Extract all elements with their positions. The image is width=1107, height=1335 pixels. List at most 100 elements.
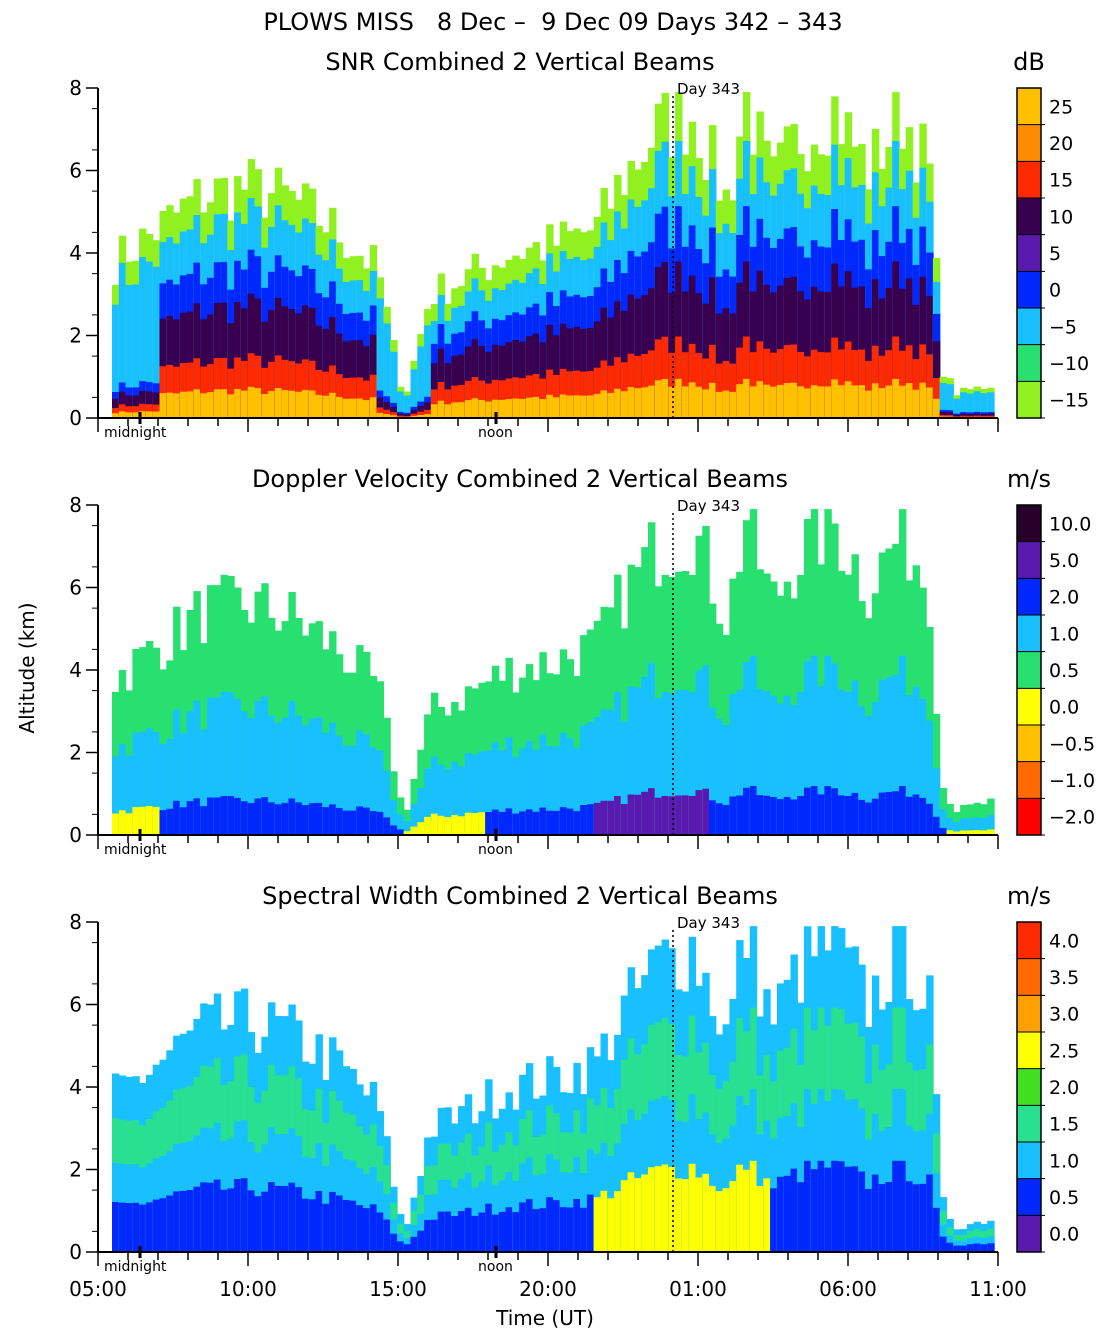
y-tick-label: 0 xyxy=(69,823,82,847)
heatmap-cell xyxy=(268,361,276,418)
heatmap xyxy=(112,92,995,419)
heatmap-cell xyxy=(220,796,228,835)
heatmap-cell xyxy=(139,1204,147,1252)
heatmap-cell xyxy=(973,391,981,418)
heatmap-cell xyxy=(430,813,439,835)
heatmap-cell xyxy=(369,747,378,835)
heatmap-cell xyxy=(173,393,181,418)
heatmap-cell xyxy=(308,1199,317,1252)
heatmap-cell xyxy=(315,802,323,835)
heatmap-cell xyxy=(464,1207,473,1252)
heatmap-cell xyxy=(899,350,907,418)
heatmap-cell xyxy=(702,358,710,418)
heatmap-cell xyxy=(858,1171,866,1252)
heatmap-cell xyxy=(302,1198,310,1252)
heatmap-cell xyxy=(668,693,676,835)
heatmap-cell xyxy=(749,386,758,418)
heatmap-cell xyxy=(804,1160,812,1252)
heatmap-cell xyxy=(254,355,262,418)
heatmap-cell xyxy=(614,1191,622,1252)
y-tick-label: 4 xyxy=(69,658,82,682)
heatmap-cell xyxy=(485,812,493,835)
heatmap-cell xyxy=(444,1211,452,1252)
y-tick-label: 8 xyxy=(69,910,82,934)
heatmap-cell xyxy=(783,695,792,835)
heatmap-cell xyxy=(620,804,629,835)
heatmap-cell xyxy=(783,345,792,418)
heatmap-cell xyxy=(885,1182,893,1252)
heatmap-cell xyxy=(485,1203,493,1252)
heatmap-cell xyxy=(932,1207,941,1252)
heatmap-cell xyxy=(498,380,507,418)
heatmap-cell xyxy=(593,1197,602,1252)
heatmap-cell xyxy=(932,378,941,418)
heatmap-cell xyxy=(770,352,778,418)
heatmap-cell xyxy=(491,809,500,835)
colorbar-label: 10.0 xyxy=(1049,513,1091,535)
heatmap-cell xyxy=(193,700,201,835)
heatmap-cell xyxy=(553,1200,561,1252)
heatmap-cell xyxy=(505,399,513,418)
heatmap-cell xyxy=(390,1233,398,1252)
y-tick-label: 0 xyxy=(69,406,82,430)
heatmap-cell xyxy=(851,792,859,835)
heatmap-cell xyxy=(715,1191,724,1252)
heatmap-cell xyxy=(695,386,703,418)
y-tick-label: 2 xyxy=(69,324,82,348)
heatmap-cell xyxy=(987,829,995,835)
heatmap-cell xyxy=(173,709,181,835)
heatmap-cell xyxy=(207,392,215,418)
heatmap-cell xyxy=(987,415,995,418)
heatmap-cell xyxy=(403,821,412,835)
heatmap-cell xyxy=(973,817,981,835)
heatmap-cell xyxy=(987,392,995,418)
heatmap-cell xyxy=(220,691,228,835)
heatmap-cell xyxy=(790,344,798,418)
heatmap-cell xyxy=(817,1160,825,1252)
heatmap-cell xyxy=(132,284,140,418)
heatmap-cell xyxy=(281,717,289,835)
heatmap-cell xyxy=(498,811,507,835)
colorbar-label: −0.5 xyxy=(1049,733,1095,755)
heatmap-cell xyxy=(268,715,276,835)
heatmap-cell xyxy=(939,382,948,418)
heatmap-cell xyxy=(756,688,764,835)
heatmap-cell xyxy=(152,404,161,418)
heatmap-cell xyxy=(858,349,866,418)
heatmap-cell xyxy=(919,382,927,418)
heatmap-cell xyxy=(838,689,846,835)
heatmap-cell xyxy=(410,1236,418,1252)
heatmap-cell xyxy=(166,364,174,418)
heatmap-cell xyxy=(681,352,690,418)
heatmap-cell xyxy=(675,336,683,418)
heatmap-cell xyxy=(213,797,222,835)
heatmap-cell xyxy=(586,371,595,418)
heatmap-cell xyxy=(444,817,452,835)
heatmap-cell xyxy=(329,722,337,835)
heatmap-cell xyxy=(315,370,323,418)
heatmap-cell xyxy=(451,1216,459,1252)
heatmap-cell xyxy=(939,1236,948,1252)
x-tick-label: 10:00 xyxy=(219,1277,277,1301)
heatmap-cell xyxy=(424,414,432,418)
heatmap-cell xyxy=(946,830,954,835)
heatmap-cell xyxy=(342,745,351,835)
heatmap-cell xyxy=(980,830,988,835)
heatmap-cell xyxy=(763,348,771,418)
colorbar-label: 5.0 xyxy=(1049,550,1079,572)
heatmap-cell xyxy=(817,352,825,418)
heatmap-cell xyxy=(648,663,656,835)
heatmap-cell xyxy=(179,391,188,418)
heatmap-cell xyxy=(892,791,900,835)
colorbar-swatch xyxy=(1017,308,1041,345)
colorbar-label: −5 xyxy=(1049,316,1077,338)
heatmap-cell xyxy=(186,801,194,835)
heatmap-cell xyxy=(871,383,880,418)
heatmap-cell xyxy=(600,709,608,835)
heatmap-cell xyxy=(125,406,133,418)
heatmap-cell xyxy=(295,363,303,418)
heatmap-cell xyxy=(532,396,540,418)
heatmap-cell xyxy=(715,803,724,835)
heatmap-cell xyxy=(329,1191,337,1252)
heatmap-cell xyxy=(125,755,133,835)
